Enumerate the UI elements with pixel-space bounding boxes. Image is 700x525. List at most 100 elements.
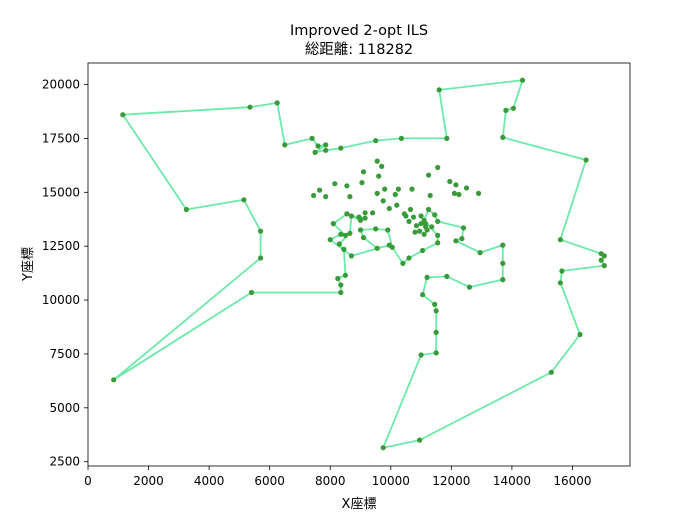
city-point xyxy=(323,147,329,153)
city-point xyxy=(432,301,438,307)
city-point xyxy=(400,260,406,266)
city-point xyxy=(583,157,589,163)
city-point xyxy=(374,158,380,164)
city-point xyxy=(463,185,470,191)
city-points xyxy=(111,77,607,451)
city-point xyxy=(433,350,439,356)
x-axis: 0 2000 4000 6000 8000 10000 12000 14000 16000 xyxy=(84,466,592,488)
city-point xyxy=(309,135,315,141)
city-point xyxy=(433,308,439,314)
city-point xyxy=(247,104,253,110)
plot-area xyxy=(87,62,631,467)
y-axis: 2500 5000 7500 10000 12500 15000 17500 20000 xyxy=(42,78,88,469)
city-point xyxy=(359,180,365,186)
city-point xyxy=(444,135,450,141)
city-point xyxy=(519,77,526,83)
y-tick-label: 12500 xyxy=(42,239,80,253)
city-point xyxy=(282,142,288,148)
chart-title: Improved 2-opt ILS xyxy=(290,23,428,39)
city-point xyxy=(395,186,401,192)
city-point xyxy=(386,205,392,212)
city-point xyxy=(327,237,333,243)
x-tick-label: 0 xyxy=(84,474,92,488)
city-point xyxy=(557,280,564,286)
city-point xyxy=(360,169,367,175)
city-point xyxy=(453,238,459,244)
city-point xyxy=(347,230,353,236)
city-point xyxy=(344,211,350,217)
city-point xyxy=(382,186,388,192)
city-point xyxy=(417,228,423,234)
city-point xyxy=(466,284,473,290)
chart-subtitle: 総距離: 118282 xyxy=(305,40,413,58)
city-point xyxy=(362,215,368,221)
city-point xyxy=(423,221,429,227)
city-point xyxy=(336,241,342,247)
city-point xyxy=(398,135,404,141)
city-point xyxy=(338,282,344,288)
city-point xyxy=(598,257,604,263)
city-point xyxy=(477,250,483,256)
y-axis-label: Y座標 xyxy=(21,247,36,282)
city-point xyxy=(500,277,506,283)
y-tick-label: 7500 xyxy=(49,347,80,361)
city-point xyxy=(374,190,380,196)
city-point xyxy=(376,173,382,179)
city-point xyxy=(577,331,583,338)
city-point xyxy=(394,202,400,208)
city-point xyxy=(347,194,353,200)
city-point xyxy=(424,274,430,280)
city-point xyxy=(421,231,427,237)
x-tick-label: 8000 xyxy=(315,474,346,488)
city-point xyxy=(447,178,453,185)
city-point xyxy=(409,186,415,192)
city-point xyxy=(436,87,442,93)
y-tick-label: 2500 xyxy=(49,455,80,469)
city-point xyxy=(435,232,441,238)
city-point xyxy=(429,224,435,230)
x-tick-label: 10000 xyxy=(372,474,410,488)
city-point xyxy=(312,149,318,155)
city-point xyxy=(362,210,368,216)
city-point xyxy=(258,228,264,234)
city-point xyxy=(323,142,329,148)
y-tick-label: 5000 xyxy=(49,401,80,415)
city-point xyxy=(418,352,424,358)
city-point xyxy=(427,192,433,199)
city-point xyxy=(413,223,420,229)
city-point xyxy=(418,213,424,219)
city-point xyxy=(406,255,412,261)
x-tick-label: 16000 xyxy=(553,474,591,488)
city-point xyxy=(348,253,354,259)
city-point xyxy=(274,100,280,106)
city-point xyxy=(342,272,348,278)
city-point xyxy=(435,240,441,246)
x-tick-label: 2000 xyxy=(133,474,164,488)
city-point xyxy=(183,206,189,213)
x-axis-label: X座標 xyxy=(342,497,377,512)
city-point xyxy=(460,225,467,231)
city-point xyxy=(120,112,126,118)
city-point xyxy=(360,235,367,241)
city-point xyxy=(406,218,412,224)
city-point xyxy=(379,163,385,169)
city-point xyxy=(317,187,323,193)
city-point xyxy=(453,182,459,188)
city-point xyxy=(385,227,391,233)
city-point xyxy=(380,445,386,451)
city-point xyxy=(338,145,344,151)
y-tick-label: 17500 xyxy=(42,131,80,145)
city-point xyxy=(373,226,379,232)
city-point xyxy=(348,213,354,219)
city-point xyxy=(323,194,329,200)
x-tick-label: 14000 xyxy=(493,474,531,488)
city-point xyxy=(444,273,450,279)
city-point xyxy=(401,211,407,217)
city-point xyxy=(311,192,317,199)
city-point xyxy=(412,229,418,235)
y-tick-label: 20000 xyxy=(42,78,80,92)
city-point xyxy=(407,206,414,213)
city-point xyxy=(332,181,338,187)
city-point xyxy=(432,212,438,218)
city-point xyxy=(500,242,506,248)
